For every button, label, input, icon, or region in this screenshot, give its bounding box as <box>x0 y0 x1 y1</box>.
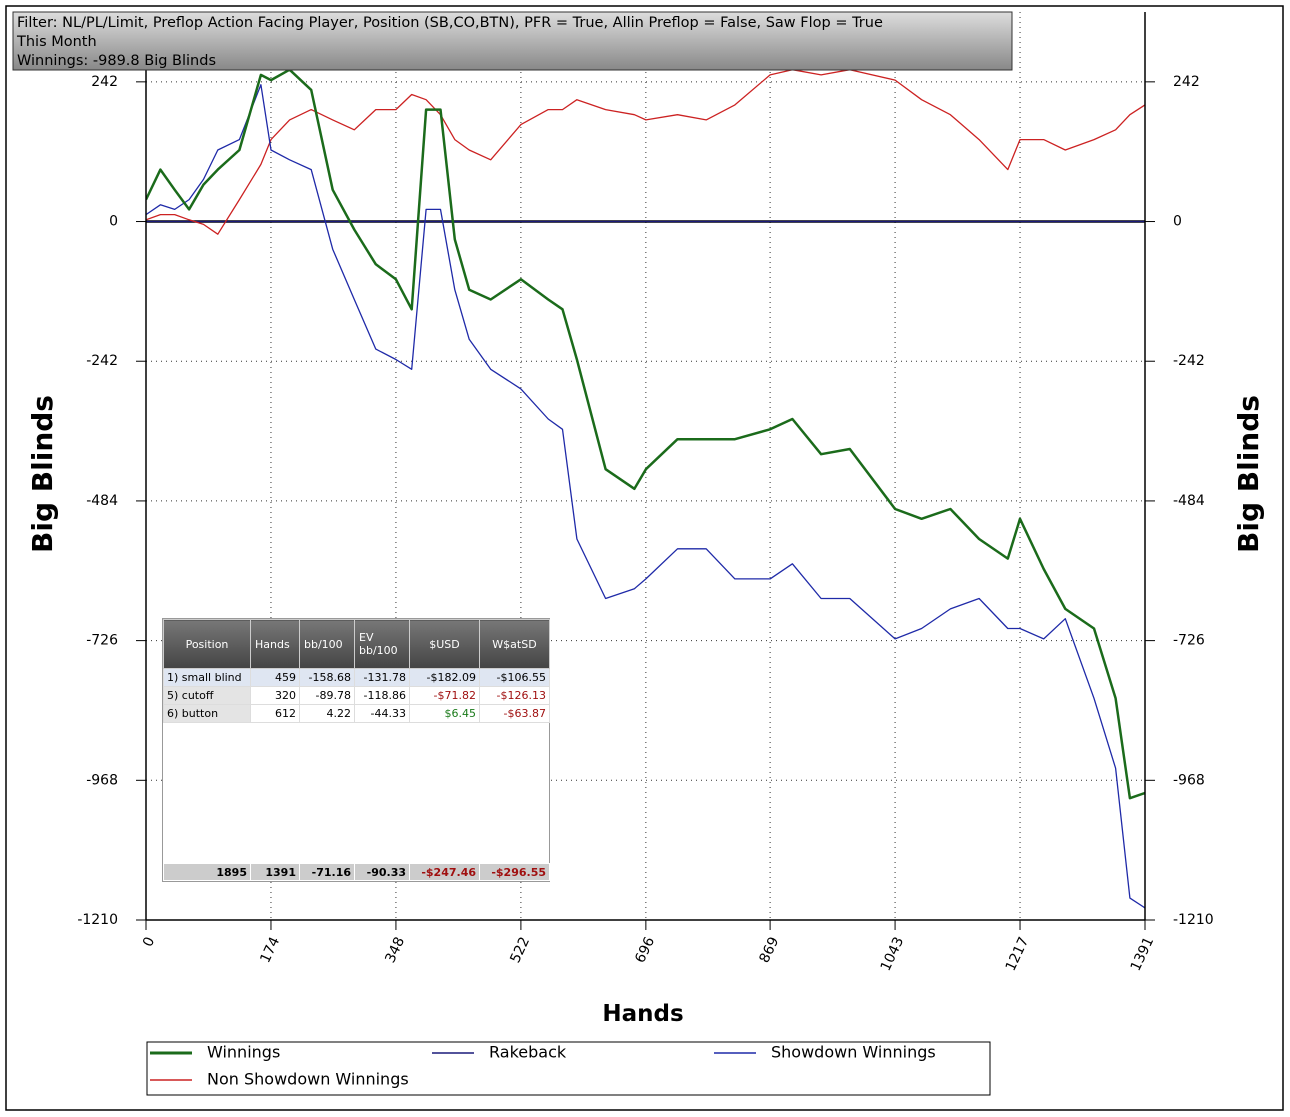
legend-label: Showdown Winnings <box>771 1043 936 1062</box>
cell: 4.22 <box>299 704 355 723</box>
y-tick-label: -726 <box>86 633 118 649</box>
cell: 320 <box>250 686 300 705</box>
total-cell: 1895 <box>163 863 251 881</box>
y-tick-label: -1210 <box>77 912 118 928</box>
cell: -44.33 <box>354 704 410 723</box>
x-tick-label: 522 <box>507 935 533 966</box>
legend <box>146 1041 991 1096</box>
legend-label: Non Showdown Winnings <box>207 1070 409 1089</box>
total-cell: -71.16 <box>299 863 355 881</box>
column-header[interactable]: bb/100 <box>299 619 355 669</box>
cell: -$106.55 <box>479 668 550 687</box>
series-line <box>146 84 1145 909</box>
y-tick-label-right: -726 <box>1173 633 1205 649</box>
x-tick-label: 0 <box>140 935 158 950</box>
x-tick-label: 696 <box>632 935 658 966</box>
cell: -131.78 <box>354 668 410 687</box>
total-cell: -90.33 <box>354 863 410 881</box>
total-cell: -$296.55 <box>479 863 550 881</box>
cell: $6.45 <box>409 704 480 723</box>
cell: -$71.82 <box>409 686 480 705</box>
column-header[interactable]: EV bb/100 <box>354 619 410 669</box>
cell: -$182.09 <box>409 668 480 687</box>
total-cell: -$247.46 <box>409 863 480 881</box>
cell: -$126.13 <box>479 686 550 705</box>
x-tick-label: 1043 <box>878 935 908 974</box>
table-row[interactable]: 6) button 612 4.22 -44.33 $6.45 -$63.87 <box>163 704 550 723</box>
cell: -89.78 <box>299 686 355 705</box>
y-tick-label-right: 0 <box>1173 214 1182 230</box>
cell: -158.68 <box>299 668 355 687</box>
series-line <box>146 69 1145 235</box>
y-tick-label: -968 <box>86 772 118 788</box>
cell: 1) small blind <box>163 668 251 687</box>
column-header[interactable]: Hands <box>250 619 300 669</box>
frame <box>5 5 1284 1111</box>
series-line <box>146 68 1145 800</box>
legend-label: Winnings <box>207 1043 280 1062</box>
table-row[interactable]: 1) small blind 459 -158.68 -131.78 -$182… <box>163 668 550 687</box>
table-row[interactable]: 5) cutoff 320 -89.78 -118.86 -$71.82 -$1… <box>163 686 550 705</box>
filter-text: Filter: NL/PL/Limit, Preflop Action Faci… <box>17 15 883 31</box>
y-tick-label-right: 242 <box>1173 74 1200 90</box>
column-header[interactable]: Position <box>163 619 251 669</box>
y-tick-label-right: -968 <box>1173 772 1205 788</box>
legend-label: Rakeback <box>489 1043 567 1062</box>
cell: 6) button <box>163 704 251 723</box>
y-tick-label-right: -242 <box>1173 353 1205 369</box>
y-tick-label-right: -1210 <box>1173 912 1214 928</box>
filter-box <box>12 11 1013 71</box>
x-tick-label: 1391 <box>1128 935 1158 974</box>
y-tick-label-right: -484 <box>1173 493 1205 509</box>
cell: 5) cutoff <box>163 686 251 705</box>
cell: -$63.87 <box>479 704 550 723</box>
total-cell: 1391 <box>250 863 300 881</box>
cell: 612 <box>250 704 300 723</box>
x-tick-label: 1217 <box>1003 935 1033 974</box>
totals-row: 1895 1391 -71.16 -90.33 -$247.46 -$296.5… <box>163 863 550 881</box>
y-tick-label: 242 <box>91 74 118 90</box>
y-axis-title: Big Blinds <box>26 395 59 553</box>
x-tick-label: 869 <box>757 935 783 966</box>
x-tick-label: 348 <box>382 935 408 966</box>
cell: 459 <box>250 668 300 687</box>
x-tick-label: 174 <box>257 935 283 966</box>
cell: -118.86 <box>354 686 410 705</box>
y-tick-label: 0 <box>109 214 118 230</box>
stats-table: Position Hands bb/100 EV bb/100 $USD W$a… <box>162 618 550 882</box>
column-header[interactable]: $USD <box>409 619 480 669</box>
y-tick-label: -484 <box>86 493 118 509</box>
column-header[interactable]: W$atSD <box>479 619 550 669</box>
y-axis-title-right: Big Blinds <box>1232 395 1265 553</box>
x-axis-title: Hands <box>602 1001 683 1027</box>
y-tick-label: -242 <box>86 353 118 369</box>
filter-winnings: Winnings: -989.8 Big Blinds <box>17 53 216 69</box>
filter-period: This Month <box>16 34 97 50</box>
